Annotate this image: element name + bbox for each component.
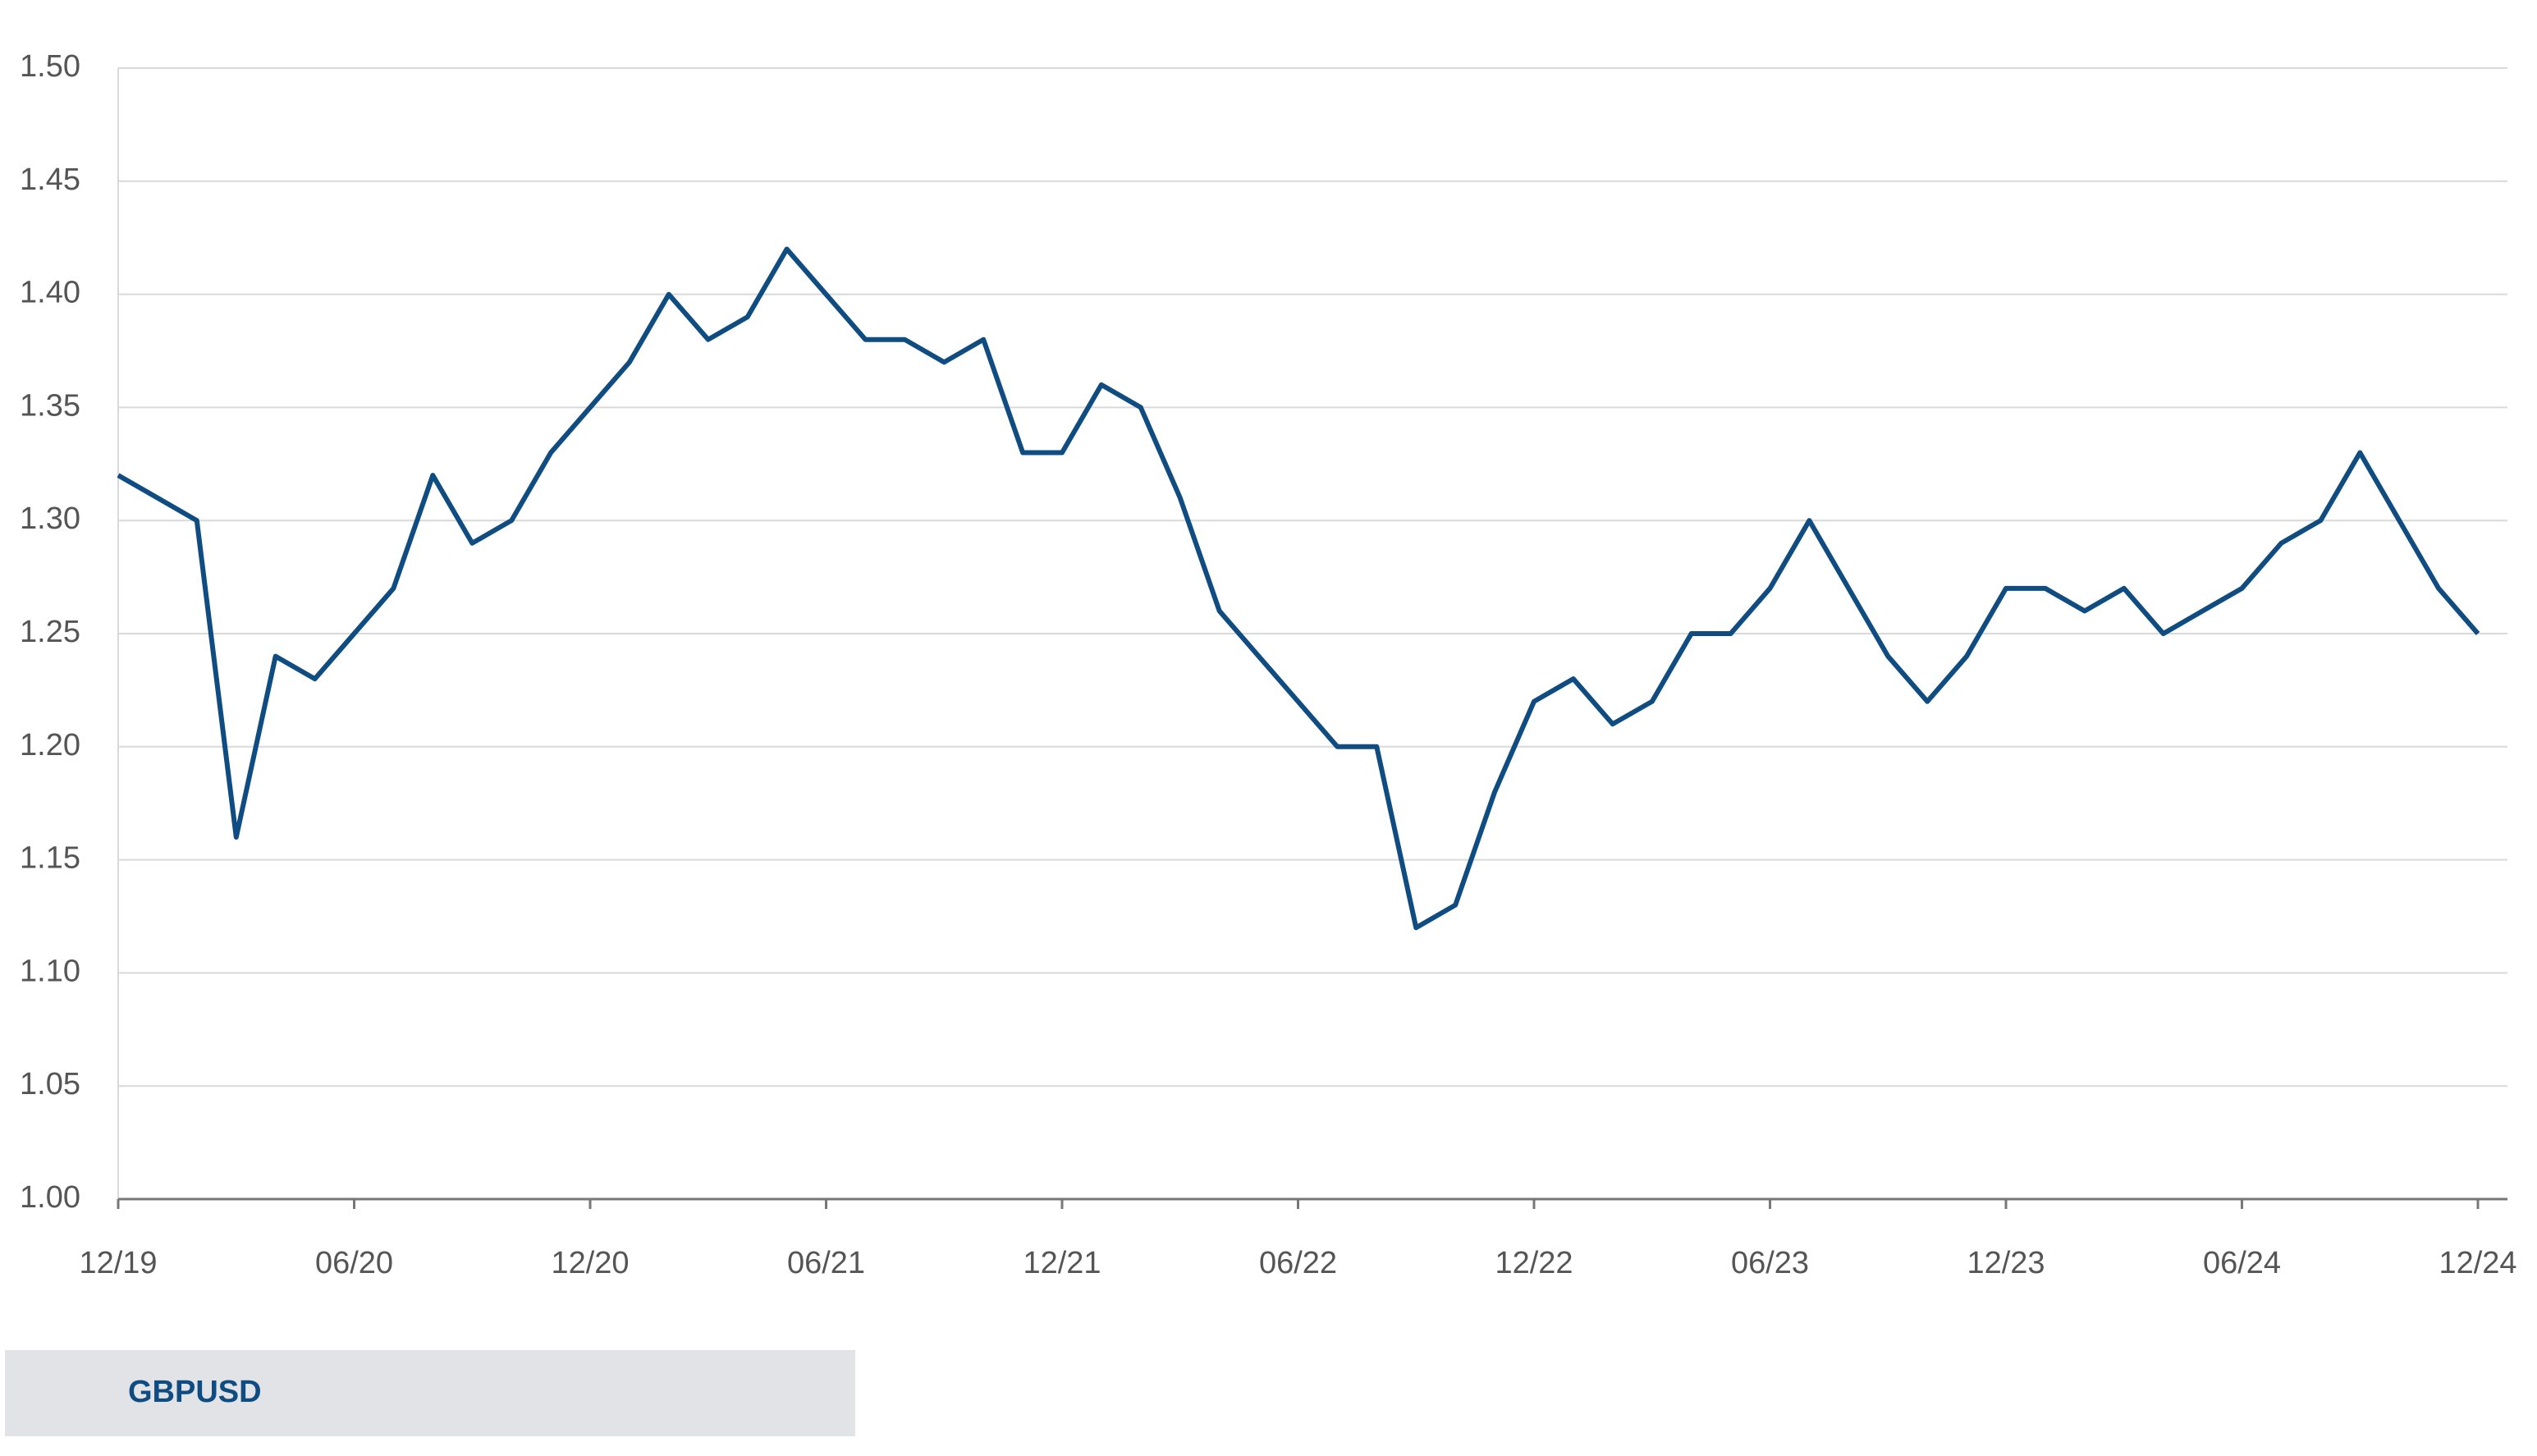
- x-tick-label: 06/23: [1731, 1246, 1809, 1280]
- y-tick-label: 1.10: [20, 954, 80, 988]
- x-tick-label: 06/20: [315, 1246, 393, 1280]
- series-line: [117, 246, 2480, 931]
- x-tick-label: 12/20: [551, 1246, 629, 1280]
- y-tick-label: 1.20: [20, 728, 80, 762]
- y-tick-label: 1.30: [20, 501, 80, 536]
- y-tick-label: 1.35: [20, 388, 80, 423]
- y-tick-label: 1.40: [20, 276, 80, 310]
- x-tick-label: 06/24: [2203, 1246, 2281, 1280]
- legend-label: GBPUSD: [128, 1375, 262, 1409]
- y-tick-label: 1.00: [20, 1180, 80, 1215]
- y-tick-label: 1.25: [20, 615, 80, 649]
- x-tick-label: 06/21: [787, 1246, 865, 1280]
- y-tick-label: 1.50: [20, 49, 80, 84]
- x-tick-label: 12/22: [1495, 1246, 1573, 1280]
- x-tick-label: 12/19: [79, 1246, 157, 1280]
- y-tick-label: 1.15: [20, 841, 80, 876]
- x-tick-label: 12/24: [2439, 1246, 2516, 1280]
- x-tick-label: 12/23: [1967, 1246, 2045, 1280]
- y-tick-label: 1.05: [20, 1067, 80, 1101]
- legend-box: [5, 1350, 855, 1436]
- x-tick-label: 12/21: [1023, 1246, 1101, 1280]
- y-tick-label: 1.45: [20, 163, 80, 197]
- x-tick-label: 06/22: [1259, 1246, 1337, 1280]
